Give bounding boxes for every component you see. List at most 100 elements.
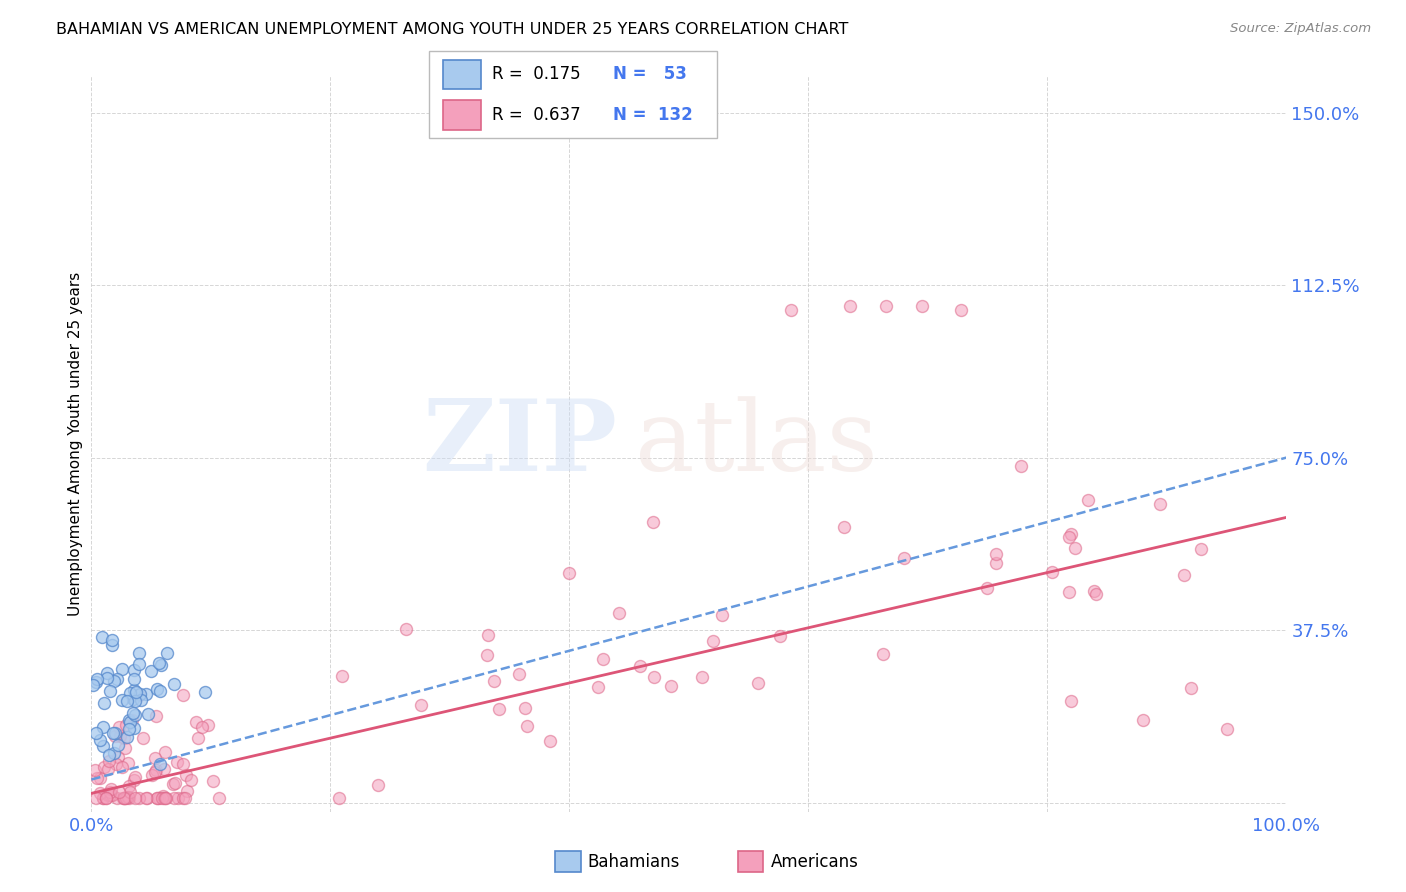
Point	[125, 685, 148, 699]
Y-axis label: Unemployment Among Youth under 25 years: Unemployment Among Youth under 25 years	[67, 272, 83, 615]
Point	[93, 760, 115, 774]
Point	[93, 739, 115, 753]
Point	[84, 726, 107, 740]
Point	[986, 547, 1008, 561]
Point	[104, 726, 127, 740]
Point	[148, 657, 170, 671]
Point	[513, 701, 536, 715]
Point	[103, 674, 125, 689]
Point	[135, 791, 157, 805]
Point	[122, 773, 145, 788]
Text: Source: ZipAtlas.com: Source: ZipAtlas.com	[1230, 22, 1371, 36]
Point	[146, 791, 169, 805]
Point	[592, 651, 614, 665]
Point	[1180, 681, 1202, 695]
Point	[628, 659, 651, 673]
Point	[121, 691, 143, 706]
Point	[82, 677, 104, 691]
Point	[202, 774, 225, 789]
Point	[173, 791, 195, 805]
Bar	[443, 100, 481, 129]
Point	[141, 768, 163, 782]
Point	[112, 791, 135, 805]
Point	[330, 669, 353, 683]
Text: atlas: atlas	[636, 396, 877, 491]
Point	[1215, 722, 1237, 736]
Point	[641, 515, 664, 529]
Text: BAHAMIAN VS AMERICAN UNEMPLOYMENT AMONG YOUTH UNDER 25 YEARS CORRELATION CHART: BAHAMIAN VS AMERICAN UNEMPLOYMENT AMONG …	[56, 22, 849, 37]
Point	[747, 675, 769, 690]
Point	[976, 581, 998, 595]
Point	[148, 683, 170, 698]
Point	[101, 632, 124, 647]
Point	[128, 646, 150, 660]
Point	[162, 777, 184, 791]
Point	[120, 714, 142, 729]
Point	[643, 670, 665, 684]
Point	[149, 657, 172, 672]
Point	[1085, 587, 1108, 601]
Point	[122, 721, 145, 735]
Point	[711, 608, 734, 623]
Point	[143, 750, 166, 764]
Point	[138, 706, 160, 721]
Point	[180, 773, 202, 788]
Point	[176, 784, 198, 798]
Point	[172, 791, 194, 805]
Point	[172, 757, 194, 772]
Point	[86, 771, 108, 785]
Point	[1077, 493, 1099, 508]
Point	[328, 791, 350, 805]
Point	[96, 791, 118, 805]
Point	[191, 720, 214, 734]
Text: R =  0.175: R = 0.175	[492, 65, 581, 84]
Point	[118, 722, 141, 736]
Point	[1060, 694, 1083, 708]
Point	[146, 791, 169, 805]
Point	[89, 733, 111, 747]
Point	[1083, 583, 1105, 598]
Point	[146, 681, 169, 696]
Point	[141, 664, 163, 678]
Point	[103, 726, 125, 740]
Point	[108, 719, 131, 733]
Point	[516, 719, 538, 733]
Point	[91, 720, 114, 734]
Point	[150, 791, 173, 805]
Point	[112, 731, 135, 745]
Point	[96, 672, 118, 686]
Point	[136, 791, 159, 805]
Point	[114, 791, 136, 805]
Point	[114, 718, 136, 732]
Point	[115, 694, 138, 708]
Text: Bahamians: Bahamians	[588, 853, 681, 871]
Point	[129, 692, 152, 706]
Point	[128, 687, 150, 701]
Point	[208, 791, 231, 805]
Point	[89, 771, 111, 785]
Point	[118, 791, 141, 805]
Point	[98, 789, 121, 803]
Point	[986, 556, 1008, 570]
Point	[174, 768, 197, 782]
Point	[98, 785, 121, 799]
Point	[145, 709, 167, 723]
Point	[120, 785, 142, 799]
Point	[184, 715, 207, 730]
Point	[477, 627, 499, 641]
Point	[108, 784, 131, 798]
Point	[872, 648, 894, 662]
Point	[839, 299, 862, 313]
Point	[104, 729, 127, 743]
Point	[607, 606, 630, 620]
Point	[769, 629, 792, 643]
Point	[148, 791, 170, 805]
Point	[135, 687, 157, 701]
Point	[124, 683, 146, 698]
Point	[187, 731, 209, 745]
Point	[411, 698, 433, 712]
Text: ZIP: ZIP	[422, 395, 617, 492]
Point	[107, 791, 129, 805]
Point	[94, 791, 117, 805]
Point	[128, 657, 150, 671]
